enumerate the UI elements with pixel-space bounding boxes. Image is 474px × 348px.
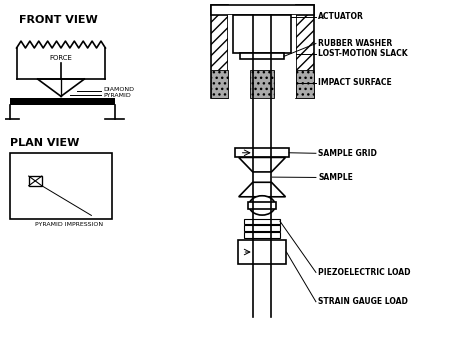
Text: RUBBER WASHER: RUBBER WASHER	[318, 39, 392, 48]
Text: DIAMOND
PYRAMID: DIAMOND PYRAMID	[103, 87, 134, 98]
Polygon shape	[239, 182, 285, 197]
Text: SAMPLE GRID: SAMPLE GRID	[318, 149, 377, 158]
Text: FORCE: FORCE	[50, 55, 73, 61]
Text: IMPACT SURFACE: IMPACT SURFACE	[318, 78, 392, 87]
Bar	[210, 5, 314, 15]
Bar	[210, 70, 228, 98]
Text: ACTUATOR: ACTUATOR	[318, 13, 364, 22]
Bar	[235, 148, 289, 157]
Text: PIEZOELECTRIC LOAD: PIEZOELECTRIC LOAD	[318, 268, 411, 277]
Text: STRAIN GAUGE LOAD: STRAIN GAUGE LOAD	[318, 297, 408, 306]
Bar	[244, 226, 280, 231]
Bar	[296, 5, 314, 98]
Bar	[238, 240, 286, 264]
Bar	[296, 70, 314, 98]
Bar	[9, 153, 112, 219]
Text: SAMPLE: SAMPLE	[318, 173, 353, 182]
Text: PYRAMID IMPRESSION: PYRAMID IMPRESSION	[35, 222, 103, 227]
Text: LOST-MOTION SLACK: LOST-MOTION SLACK	[318, 49, 408, 58]
Circle shape	[249, 196, 275, 215]
Bar	[233, 15, 291, 53]
Bar	[9, 98, 115, 105]
Text: SAMPLE: SAMPLE	[21, 98, 49, 104]
Bar	[240, 53, 284, 60]
Bar	[210, 5, 228, 98]
Polygon shape	[239, 157, 285, 172]
Bar	[29, 176, 42, 186]
Text: PLAN VIEW: PLAN VIEW	[10, 138, 79, 148]
Bar	[244, 219, 280, 224]
Bar	[228, 15, 296, 98]
Bar	[248, 202, 276, 209]
Bar	[244, 232, 280, 238]
Text: FRONT VIEW: FRONT VIEW	[19, 15, 98, 25]
Bar	[250, 70, 274, 98]
